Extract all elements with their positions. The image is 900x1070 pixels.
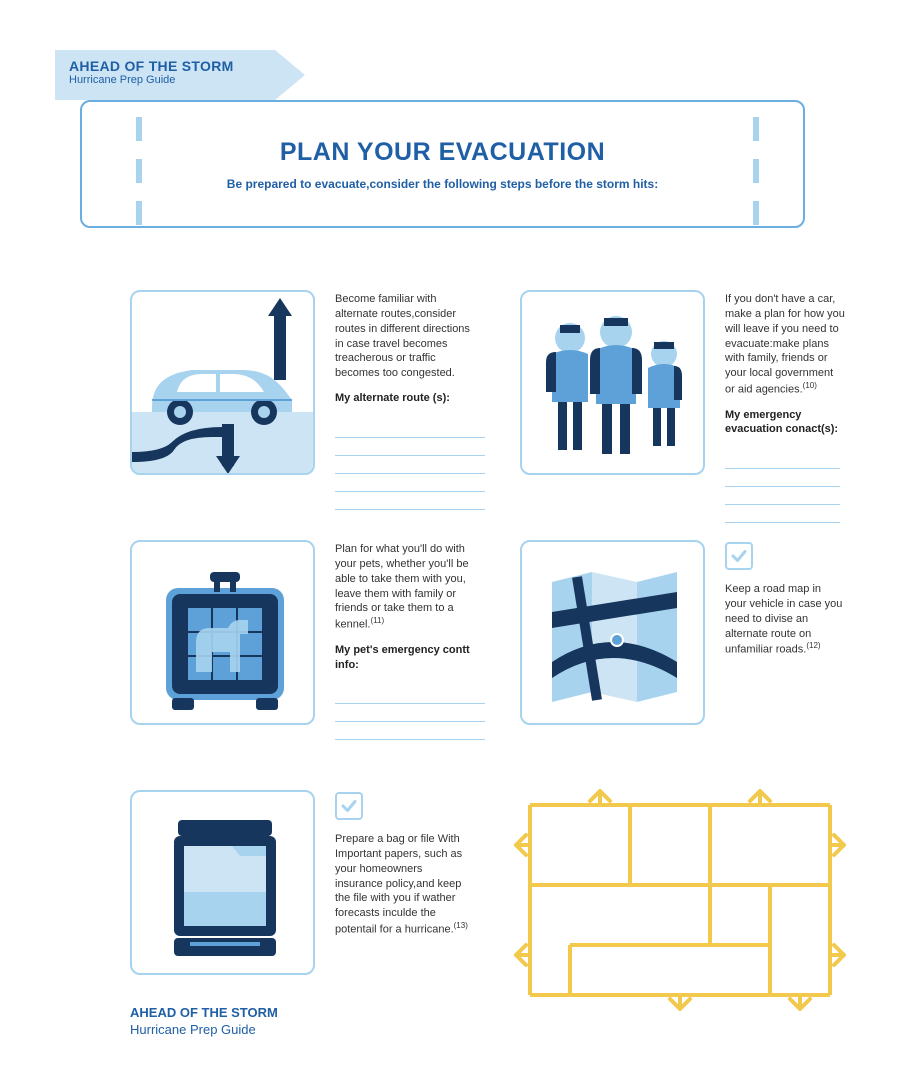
card-papers — [130, 790, 315, 975]
banner-subtitle: Be prepared to evacuate,consider the fol… — [82, 177, 803, 191]
footer-subtitle: Hurricane Prep Guide — [130, 1022, 278, 1037]
pets-block: Plan for what you'll do with your pets, … — [335, 542, 485, 740]
card-pet — [130, 540, 315, 725]
contacts-block: If you don't have a car, make a plan for… — [725, 292, 850, 523]
card-people — [520, 290, 705, 475]
banner-dash — [136, 201, 142, 225]
header-title: AHEAD OF THE STORM — [69, 58, 291, 74]
banner-dash — [753, 159, 759, 183]
banner-dash — [753, 117, 759, 141]
contacts-prompt: My emergency evacuation conact(s): — [725, 408, 850, 438]
road-map-icon — [522, 542, 705, 725]
routes-block: Become familiar with alternate routes,co… — [335, 292, 485, 510]
banner-dash — [136, 117, 142, 141]
footer: AHEAD OF THE STORM Hurricane Prep Guide — [130, 1005, 278, 1037]
pets-prompt: My pet's emergency contt info: — [335, 643, 485, 673]
pet-carrier-icon — [132, 542, 315, 725]
header-banner: AHEAD OF THE STORM Hurricane Prep Guide — [55, 50, 305, 100]
roadmap-checkbox[interactable] — [725, 542, 753, 570]
car-route-icon — [132, 292, 315, 475]
card-car — [130, 290, 315, 475]
floorplan-diagram — [510, 775, 850, 1025]
contacts-body: If you don't have a car, make a plan for… — [725, 292, 845, 398]
check-icon — [340, 797, 358, 815]
footer-title: AHEAD OF THE STORM — [130, 1005, 278, 1020]
routes-lines[interactable] — [335, 420, 485, 510]
pets-body: Plan for what you'll do with your pets, … — [335, 542, 470, 633]
contacts-lines[interactable] — [725, 451, 840, 523]
family-icon — [522, 292, 705, 475]
pets-lines[interactable] — [335, 686, 485, 740]
roadmap-block: Keep a road map in your vehicle in case … — [725, 542, 850, 658]
routes-body: Become familiar with alternate routes,co… — [335, 292, 470, 381]
main-banner: PLAN YOUR EVACUATION Be prepared to evac… — [80, 100, 805, 228]
papers-block: Prepare a bag or file With Important pap… — [335, 792, 485, 938]
card-map — [520, 540, 705, 725]
papers-checkbox[interactable] — [335, 792, 363, 820]
check-icon — [730, 547, 748, 565]
banner-title: PLAN YOUR EVACUATION — [82, 138, 803, 167]
header-subtitle: Hurricane Prep Guide — [69, 74, 291, 86]
routes-prompt: My alternate route (s): — [335, 391, 485, 406]
papers-body: Prepare a bag or file With Important pap… — [335, 832, 470, 938]
banner-dash — [753, 201, 759, 225]
banner-dash — [136, 159, 142, 183]
document-box-icon — [132, 792, 315, 975]
roadmap-body: Keep a road map in your vehicle in case … — [725, 582, 845, 658]
